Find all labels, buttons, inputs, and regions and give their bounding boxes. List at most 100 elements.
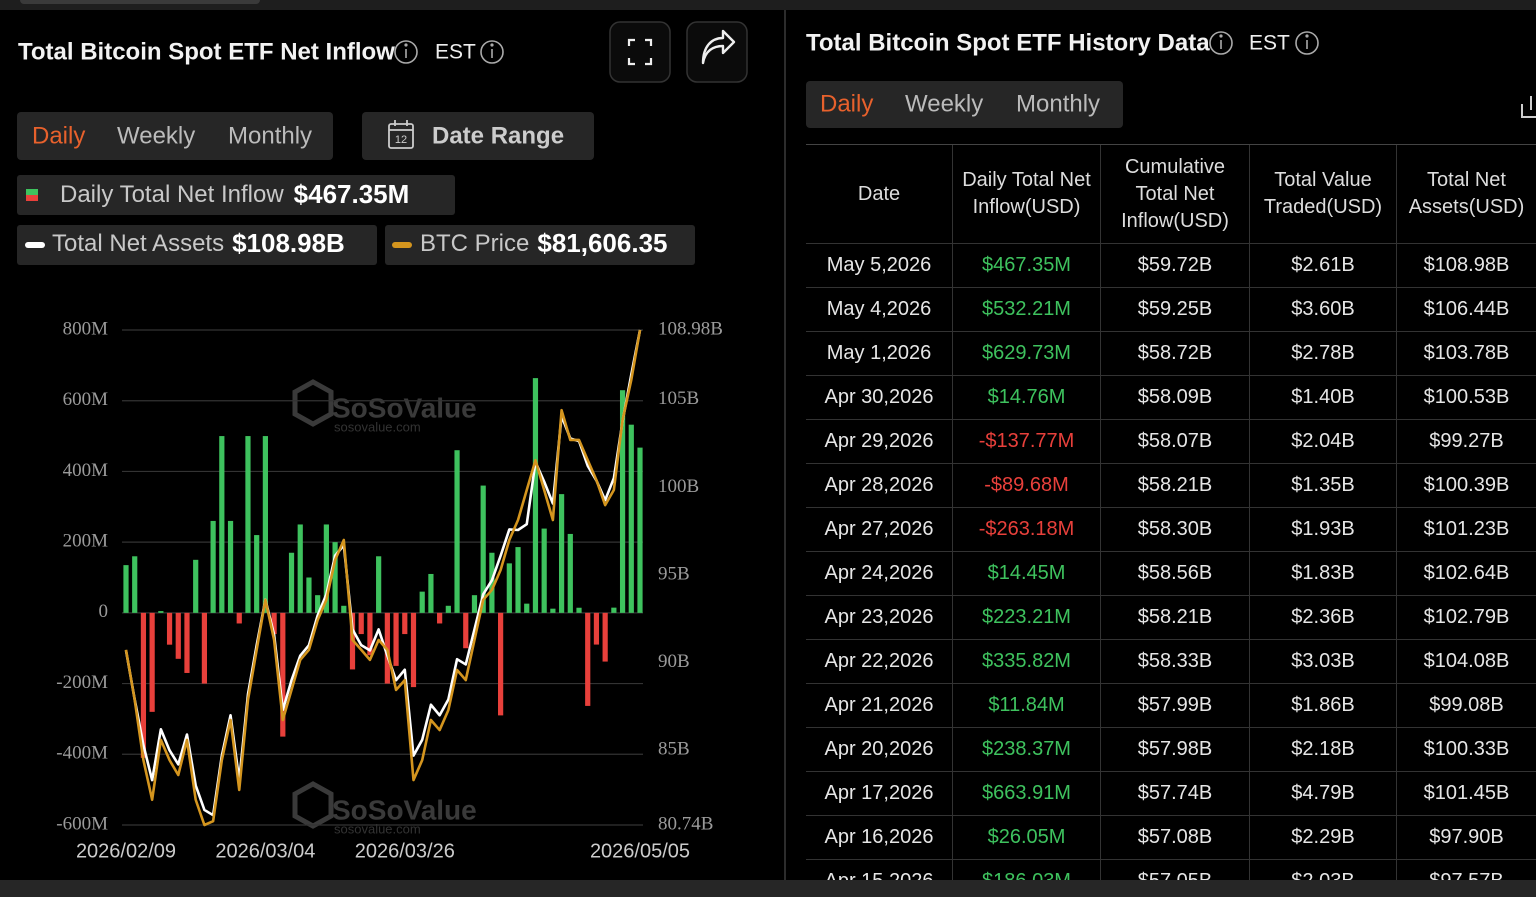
table-cell: $106.44B	[1397, 288, 1536, 332]
table-cell: Apr 15,2026	[806, 860, 953, 880]
table-cell: $11.84M	[953, 684, 1101, 728]
calendar-day: 12	[395, 134, 407, 146]
tab[interactable]: Monthly	[1016, 90, 1100, 117]
bar	[576, 607, 582, 613]
bar	[254, 535, 260, 613]
y2-tick-label: 100B	[658, 476, 699, 497]
tab-active[interactable]: Daily	[32, 122, 85, 149]
info-icon[interactable]	[480, 40, 504, 64]
bar	[498, 612, 504, 716]
table-cell: Apr 28,2026	[806, 464, 953, 508]
bar	[297, 524, 303, 613]
date-range-button[interactable]: 12 Date Range	[362, 112, 594, 160]
tab[interactable]: Monthly	[228, 122, 312, 149]
watermark-url: sosovalue.com	[334, 821, 421, 836]
table-cell: $101.45B	[1397, 772, 1536, 816]
timezone: EST	[1249, 32, 1290, 55]
y2-tick-label: 90B	[658, 651, 690, 672]
legend-entry[interactable]: Daily Total Net Inflow $467.35M	[60, 179, 409, 209]
bar	[419, 591, 425, 613]
tab[interactable]: Weekly	[117, 122, 195, 149]
table-header-cell: Total Value Traded(USD)	[1250, 145, 1397, 244]
table-cell: $57.99B	[1101, 684, 1250, 728]
timezone: EST	[435, 41, 476, 64]
table-cell: $1.83B	[1250, 552, 1397, 596]
info-icon[interactable]	[1295, 31, 1319, 55]
legend-entry[interactable]: BTC Price $81,606.35	[420, 228, 668, 258]
bar	[437, 612, 443, 624]
table-cell: Apr 23,2026	[806, 596, 953, 640]
table-cell: -$137.77M	[953, 420, 1101, 464]
table-cell: Apr 17,2026	[806, 772, 953, 816]
bar	[637, 447, 643, 613]
fullscreen-button[interactable]	[609, 21, 671, 83]
table-cell: $467.35M	[953, 244, 1101, 288]
bar	[628, 424, 634, 613]
bar	[393, 612, 399, 666]
table-cell: $1.35B	[1250, 464, 1397, 508]
bar	[489, 552, 495, 613]
table-border	[806, 144, 1536, 145]
bar	[262, 436, 268, 613]
x-tick-label: 2026/03/04	[215, 840, 315, 862]
bar	[341, 605, 347, 613]
legend-swatch	[25, 242, 45, 248]
top-tab	[20, 0, 260, 4]
bar	[619, 390, 626, 613]
table-header-cell: Cumulative Total Net Inflow(USD)	[1101, 145, 1250, 244]
bar	[166, 612, 173, 645]
table-cell: $100.53B	[1397, 376, 1536, 420]
table-header-cell: Date	[806, 145, 953, 244]
y-tick-label: -600M	[56, 813, 108, 834]
bar	[602, 612, 608, 662]
bar	[132, 556, 138, 613]
bar	[567, 533, 573, 613]
bar	[506, 563, 512, 613]
table-cell: $57.05B	[1101, 860, 1250, 880]
table-cell: $97.57B	[1397, 860, 1536, 880]
table-cell: $2.78B	[1250, 332, 1397, 376]
y2-tick-label: 108.98B	[658, 318, 723, 339]
bar	[315, 595, 321, 613]
table-cell: $2.29B	[1250, 816, 1397, 860]
table-cell: $186.03M	[953, 860, 1101, 880]
bar	[532, 378, 539, 613]
download-icon[interactable]	[1521, 96, 1536, 118]
bar	[558, 494, 565, 613]
table-cell: $2.04B	[1250, 420, 1397, 464]
bar	[219, 436, 225, 613]
info-icon[interactable]	[394, 40, 418, 64]
info-icon[interactable]	[1209, 31, 1233, 55]
bar	[158, 611, 164, 613]
panel-title: Total Bitcoin Spot ETF History Data	[806, 29, 1210, 56]
table-cell: $58.72B	[1101, 332, 1250, 376]
bar	[358, 612, 364, 635]
bar	[376, 556, 382, 613]
table-cell: $99.08B	[1397, 684, 1536, 728]
table-cell: $57.98B	[1101, 728, 1250, 772]
legend-box	[17, 175, 455, 215]
table-cell: Apr 29,2026	[806, 420, 953, 464]
watermark-logo	[292, 379, 334, 427]
watermark: SoSoValue	[332, 794, 477, 825]
share-button[interactable]	[686, 21, 748, 83]
legend-name: Daily Total Net Inflow	[60, 181, 284, 208]
table-cell: $59.72B	[1101, 244, 1250, 288]
x-tick-label: 2026/02/09	[76, 840, 176, 862]
table-cell: $101.23B	[1397, 508, 1536, 552]
line	[124, 329, 642, 827]
table-cell: $58.07B	[1101, 420, 1250, 464]
legend-value: $467.35M	[294, 179, 410, 209]
bar	[454, 450, 460, 613]
table-cell: $1.40B	[1250, 376, 1397, 420]
bar	[280, 612, 286, 737]
legend-entry[interactable]: Total Net Assets $108.98B	[52, 228, 345, 258]
table-cell: $58.09B	[1101, 376, 1250, 420]
table-cell: $335.82M	[953, 640, 1101, 684]
tab[interactable]: Weekly	[905, 90, 983, 117]
bar	[210, 520, 216, 613]
tab-active[interactable]: Daily	[820, 90, 873, 117]
bar	[227, 520, 234, 613]
plot: SoSoValuesosovalue.comSoSoValuesosovalue…	[56, 318, 723, 862]
